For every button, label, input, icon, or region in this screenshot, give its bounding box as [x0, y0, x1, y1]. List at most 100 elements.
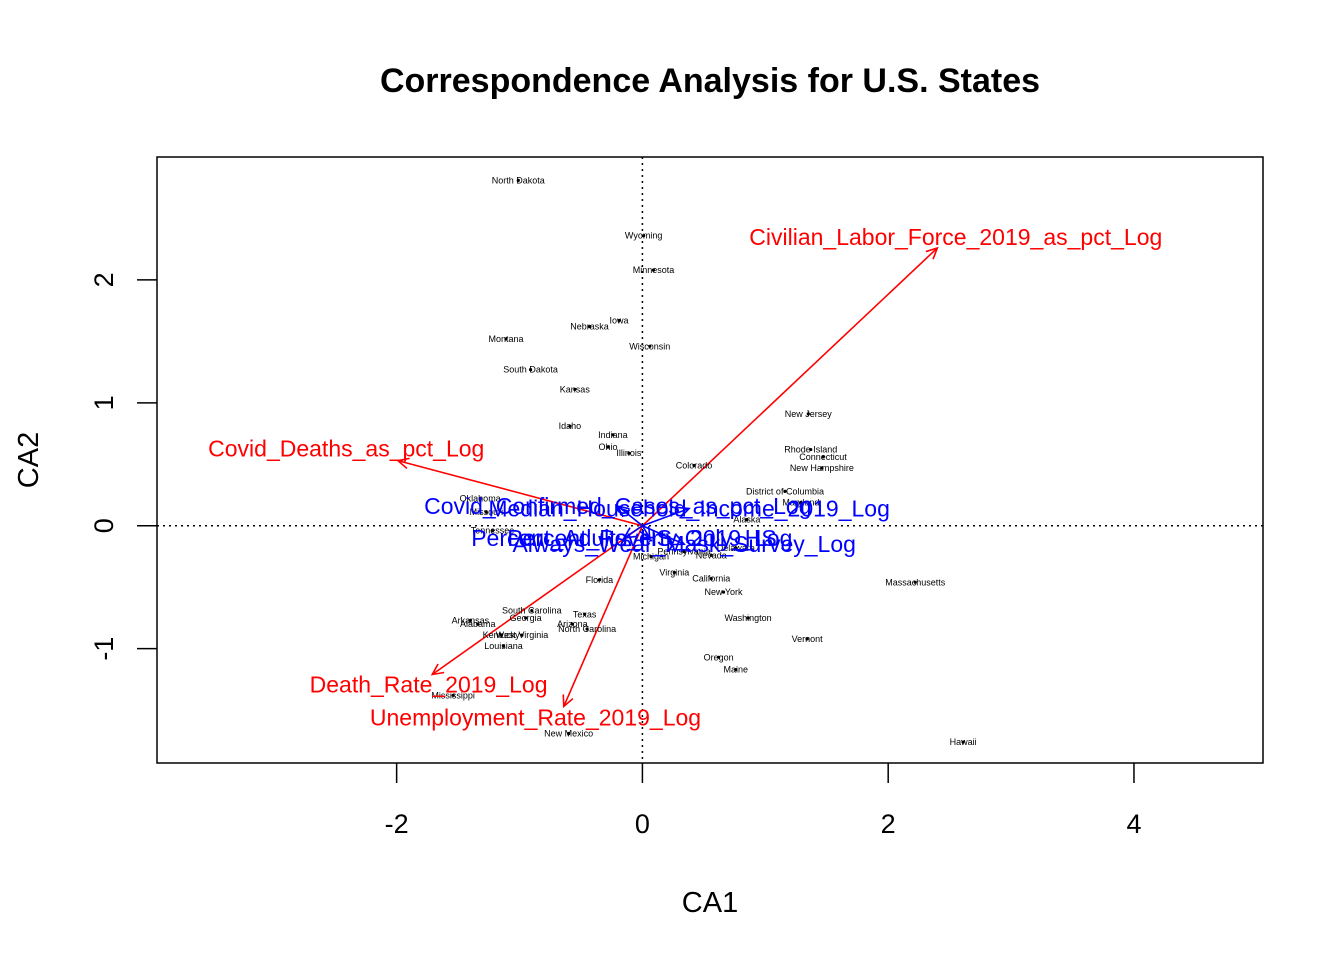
state-point — [721, 590, 726, 594]
variable-arrow-head — [430, 663, 445, 676]
variable-arrow — [641, 525, 651, 539]
state-point — [717, 655, 721, 659]
state-label: West Virginia — [496, 630, 549, 640]
state-label: Arkansas — [452, 615, 490, 625]
variable-label: Unemployment_Rate_2019_Log — [370, 705, 701, 731]
state-point — [649, 554, 653, 559]
variable-label: Percent_Poverty_2019_Log — [507, 525, 792, 551]
state-point — [476, 622, 480, 626]
state-point — [585, 627, 589, 631]
y-tick-label: -1 — [89, 637, 119, 661]
state-point — [672, 570, 676, 575]
variable-arrow-head — [396, 457, 410, 470]
state-point — [530, 608, 534, 613]
state-label: Hawaii — [950, 737, 977, 747]
state-label: Missouri — [470, 507, 504, 517]
state-point — [499, 633, 503, 637]
y-tick-label: 2 — [89, 272, 119, 287]
x-tick-label: 0 — [635, 809, 650, 839]
state-point — [451, 693, 455, 697]
state-point — [568, 424, 572, 428]
state-label: Oregon — [704, 652, 734, 662]
state-label: New Mexico — [544, 728, 593, 738]
state-label: California — [692, 574, 730, 584]
state-point — [567, 731, 571, 736]
state-point — [734, 667, 738, 672]
state-label: Mississippi — [431, 690, 475, 700]
state-label: New Jersey — [785, 409, 833, 419]
state-label: Texas — [573, 609, 597, 619]
variable-arrow-head — [677, 506, 691, 518]
state-label: Rhode Island — [784, 445, 837, 455]
state-point — [734, 546, 738, 550]
state-point — [805, 637, 809, 641]
variable-label: Percent_Adults_HS_Only_HS — [471, 525, 777, 551]
y-tick-label: 0 — [89, 518, 119, 533]
state-label: Montana — [488, 334, 523, 344]
variable-label: Covid_Deaths_as_pct_Log — [208, 435, 484, 461]
state-point — [520, 633, 524, 637]
state-point — [820, 466, 824, 470]
state-point — [709, 553, 713, 557]
state-point — [746, 616, 750, 620]
variable-labels: Civilian_Labor_Force_2019_as_pct_Log Covi… — [208, 224, 1162, 731]
state-point — [478, 497, 482, 501]
y-tick-label: 1 — [89, 395, 119, 410]
state-point — [709, 577, 713, 581]
state-point — [692, 463, 696, 468]
state-label: Wisconsin — [629, 341, 670, 351]
state-label: Pennsylvania — [657, 547, 711, 557]
state-label: Vernont — [792, 634, 824, 644]
state-label: Colorado — [676, 461, 713, 471]
state-label: Minnesota — [633, 265, 675, 275]
state-point — [809, 447, 813, 452]
state-point — [783, 489, 787, 493]
state-label: Kentucky — [483, 630, 521, 640]
state-label: Michigan — [633, 551, 669, 561]
state-point — [468, 618, 472, 623]
x-tick-label: 2 — [881, 809, 896, 839]
variable-label: Death_Rate_2019_Log — [310, 671, 548, 697]
variable-arrow-head — [562, 694, 574, 709]
variable-arrow-head — [639, 526, 651, 540]
state-point — [570, 622, 574, 626]
variable-arrow-head — [616, 504, 630, 518]
state-label: Connecticut — [799, 452, 847, 462]
state-label: Georgia — [510, 613, 542, 623]
state-point — [806, 412, 810, 416]
state-point — [611, 433, 615, 437]
state-point — [913, 580, 917, 584]
state-label: Washington — [724, 613, 771, 623]
state-label: Alabama — [460, 619, 496, 629]
state-point — [648, 344, 652, 348]
state-label: Indiana — [598, 430, 628, 440]
state-point — [617, 318, 621, 323]
state-point — [501, 644, 506, 648]
state-point — [490, 529, 495, 533]
x-tick-label: -2 — [385, 809, 409, 839]
state-label: Florida — [586, 575, 614, 585]
state-point — [627, 451, 631, 455]
state-point — [573, 387, 577, 391]
state-label: North Carolina — [558, 624, 616, 634]
state-point — [516, 178, 520, 182]
state-label: Iowa — [610, 315, 629, 325]
x-axis-label: CA1 — [682, 887, 738, 919]
state-label: South Dakota — [503, 365, 558, 375]
state-label: North Dakota — [492, 175, 545, 185]
state-point — [504, 337, 508, 341]
variable-arrow — [642, 507, 690, 527]
state-point — [587, 325, 592, 329]
variable-arrow — [642, 525, 685, 545]
variable-arrow — [623, 525, 643, 539]
state-point — [651, 268, 656, 272]
state-label: Louisiana — [484, 641, 523, 651]
state-label: Nevada — [696, 550, 727, 560]
state-point — [642, 234, 646, 238]
variable-label: Civilian_Labor_Force_2019_as_pct_Log — [749, 224, 1162, 250]
state-label: Idaho — [559, 421, 582, 431]
variable-arrow — [397, 459, 643, 527]
variable-arrows — [396, 246, 939, 709]
state-point — [484, 510, 488, 514]
state-points: North Dakota Wyoming Minnesota IowaNebraska… — [431, 175, 976, 747]
